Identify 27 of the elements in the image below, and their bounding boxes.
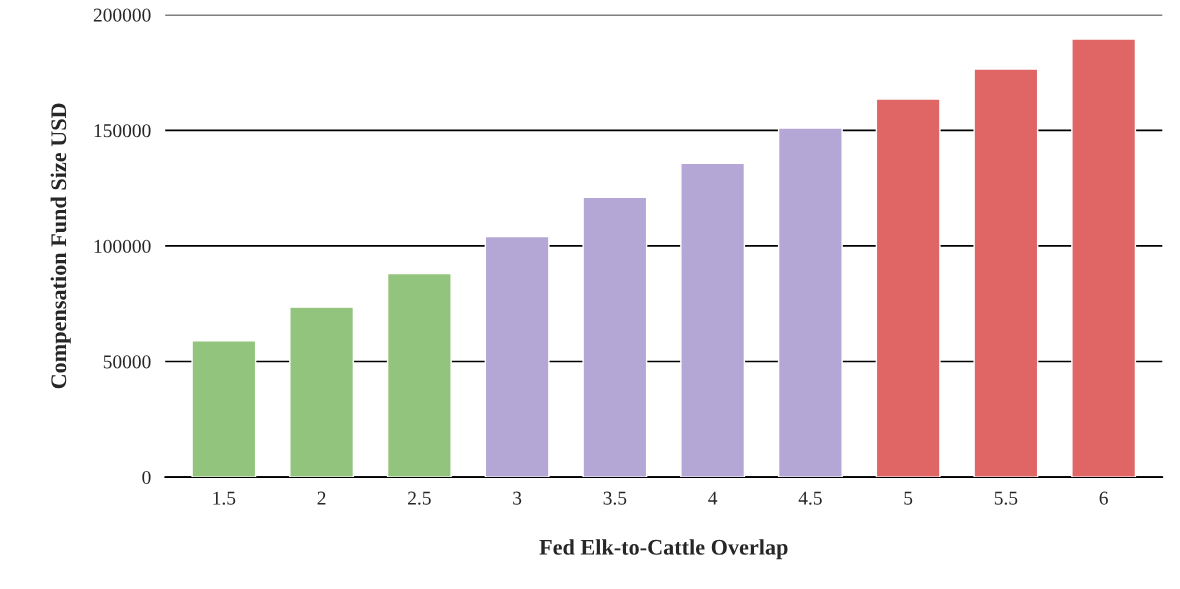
- x-tick-label: 5.5: [994, 491, 1018, 505]
- bar: [386, 272, 452, 478]
- bar: [582, 196, 648, 478]
- bar: [289, 306, 355, 478]
- x-axis-title: Fed Elk-to-Cattle Overlap: [539, 539, 788, 560]
- bar: [973, 68, 1039, 478]
- x-tick-label: 4: [708, 491, 718, 505]
- bar: [680, 162, 746, 478]
- bar: [191, 339, 257, 478]
- bar: [777, 127, 843, 478]
- x-tick-label: 6: [1099, 491, 1108, 505]
- x-tick-label: 5: [904, 491, 913, 505]
- x-tick-label: 4.5: [798, 491, 822, 505]
- bar: [875, 98, 941, 478]
- x-tick-label: 2: [317, 491, 326, 505]
- y-tick-label: 100000: [94, 239, 151, 253]
- x-tick-label: 3: [513, 491, 522, 505]
- x-tick-label: 2.5: [408, 491, 431, 505]
- y-tick-label: 150000: [94, 124, 151, 138]
- bar: [484, 235, 550, 478]
- y-tick-label: 200000: [93, 8, 151, 22]
- y-tick-label: 50000: [103, 355, 151, 369]
- x-tick-label: 3.5: [603, 491, 627, 505]
- x-tick-label: 1.5: [213, 491, 236, 505]
- y-tick-label: 0: [142, 470, 151, 485]
- y-axis-title: Compensation Fund Size USD: [50, 103, 71, 389]
- bar: [1071, 38, 1137, 478]
